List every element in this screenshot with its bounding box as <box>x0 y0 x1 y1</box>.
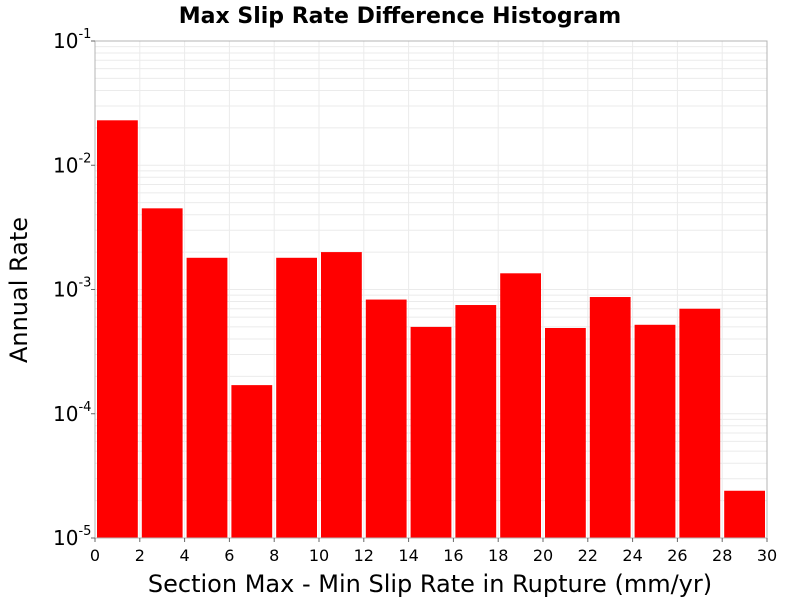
x-tick-label: 16 <box>443 546 463 565</box>
histogram-bar <box>365 299 407 538</box>
x-tick-label: 0 <box>90 546 100 565</box>
histogram-bar <box>141 208 183 538</box>
histogram-bar <box>321 252 362 538</box>
histogram-bar <box>231 385 273 538</box>
x-axis-ticks: 0 2 4 6 8 10 12 14 16 18 20 22 24 26 28 30 <box>90 538 777 565</box>
x-tick-label: 30 <box>757 546 777 565</box>
histogram-bar <box>455 305 497 538</box>
histogram-bar <box>186 257 228 538</box>
histogram-bar <box>634 324 676 538</box>
x-tick-label: 24 <box>622 546 642 565</box>
y-tick-label: 10-5 <box>53 524 91 550</box>
y-axis-label: Annual Rate <box>5 217 33 363</box>
y-tick-label: 10-3 <box>53 276 91 302</box>
histogram-bar <box>679 308 721 538</box>
x-tick-label: 6 <box>224 546 234 565</box>
x-tick-label: 8 <box>269 546 279 565</box>
x-tick-label: 22 <box>578 546 598 565</box>
x-tick-label: 28 <box>712 546 732 565</box>
x-tick-label: 12 <box>354 546 374 565</box>
histogram-bar <box>410 326 452 538</box>
histogram-bar <box>589 297 631 538</box>
histogram-bar <box>724 490 765 538</box>
x-tick-label: 2 <box>135 546 145 565</box>
histogram-bar <box>500 273 541 538</box>
x-tick-label: 4 <box>180 546 190 565</box>
x-tick-label: 14 <box>398 546 418 565</box>
histogram-bar <box>97 120 138 539</box>
x-tick-label: 26 <box>667 546 687 565</box>
histogram-bar <box>276 257 317 538</box>
bars <box>97 120 765 539</box>
chart-title: Max Slip Rate Difference Histogram <box>179 4 621 29</box>
y-tick-label: 10-4 <box>53 400 91 426</box>
x-tick-label: 18 <box>488 546 508 565</box>
x-axis-label: Section Max - Min Slip Rate in Rupture (… <box>148 570 712 598</box>
y-axis-ticks: 10-1 10-2 10-3 10-4 10-5 <box>53 27 95 550</box>
y-tick-label: 10-2 <box>53 151 91 177</box>
x-tick-label: 20 <box>533 546 553 565</box>
x-tick-label: 10 <box>309 546 329 565</box>
histogram-bar <box>545 327 586 538</box>
y-tick-label: 10-1 <box>53 27 91 53</box>
